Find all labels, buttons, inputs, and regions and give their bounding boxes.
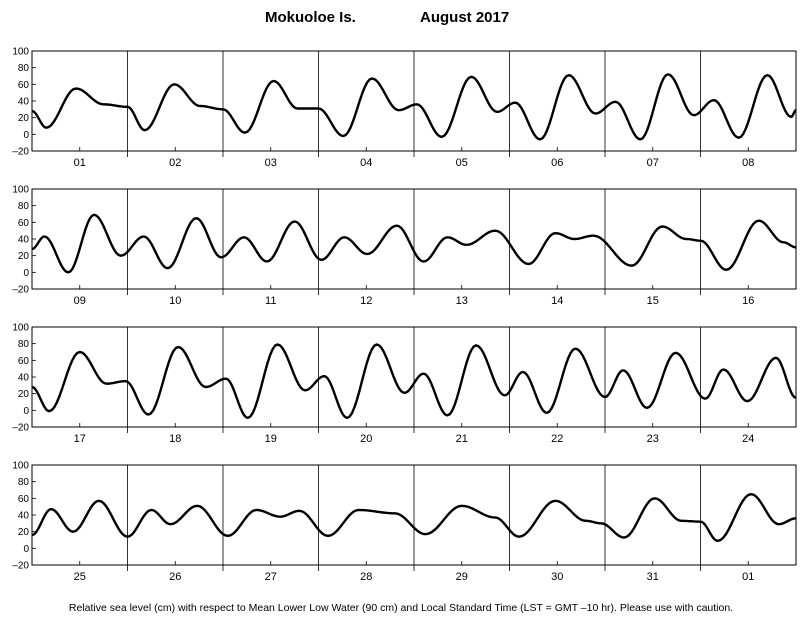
panel-4: 100 80 60 40 20 0 –20 25 26 27 28 29 30 31 01 (12, 461, 797, 583)
y-tick-label: 40 (18, 373, 30, 384)
day-label: 29 (456, 571, 468, 583)
sea-level-curve (31, 343, 797, 420)
station-title: Mokuoloe Is. (265, 9, 356, 26)
day-label: 17 (74, 433, 86, 445)
panel-2: 100 80 60 40 20 0 –20 09 10 11 12 13 14 15 16 (12, 185, 797, 307)
y-tick-label: 100 (12, 323, 29, 334)
y-tick-label: –20 (12, 285, 29, 296)
y-tick-label: 60 (18, 80, 30, 91)
y-tick-label: 0 (23, 130, 29, 141)
day-label: 09 (74, 295, 86, 307)
day-label: 01 (742, 571, 754, 583)
day-label: 05 (456, 157, 468, 169)
panel-3: 100 80 60 40 20 0 –20 17 18 19 20 21 22 23 24 (12, 323, 797, 445)
y-tick-label: 20 (18, 389, 30, 400)
y-tick-label: –20 (12, 147, 29, 158)
sea-level-curve (31, 213, 797, 274)
day-label: 26 (169, 571, 181, 583)
day-label: 12 (360, 295, 372, 307)
day-label: 06 (551, 157, 563, 169)
panel-1: 100 80 60 40 20 0 –20 01 02 03 04 05 06 07 08 (12, 47, 797, 169)
day-label: 24 (742, 433, 754, 445)
day-label: 10 (169, 295, 181, 307)
y-tick-label: –20 (12, 423, 29, 434)
panel-frame (31, 188, 797, 290)
day-label: 02 (169, 157, 181, 169)
day-label: 25 (74, 571, 86, 583)
y-tick-label: 60 (18, 356, 30, 367)
panel-frame (31, 326, 797, 428)
y-tick-label: 80 (18, 339, 30, 350)
day-label: 13 (456, 295, 468, 307)
day-label: 01 (74, 157, 86, 169)
y-tick-label: 20 (18, 527, 30, 538)
day-label: 20 (360, 433, 372, 445)
day-label: 08 (742, 157, 754, 169)
y-tick-label: 0 (23, 406, 29, 417)
day-label: 27 (265, 571, 277, 583)
y-tick-label: 80 (18, 201, 30, 212)
day-label: 14 (551, 295, 563, 307)
day-label: 19 (265, 433, 277, 445)
y-tick-label: 0 (23, 544, 29, 555)
day-label: 04 (360, 157, 372, 169)
day-label: 30 (551, 571, 563, 583)
y-tick-label: 100 (12, 47, 29, 58)
footer-note: Relative sea level (cm) with respect to … (69, 602, 733, 614)
panel-frame (31, 464, 797, 566)
day-label: 23 (647, 433, 659, 445)
day-label: 18 (169, 433, 181, 445)
y-tick-label: 100 (12, 185, 29, 196)
y-tick-label: 60 (18, 494, 30, 505)
day-label: 16 (742, 295, 754, 307)
day-label: 11 (265, 295, 276, 307)
y-tick-label: 20 (18, 113, 30, 124)
day-label: 22 (551, 433, 563, 445)
day-label: 28 (360, 571, 372, 583)
y-tick-label: 80 (18, 63, 30, 74)
day-label: 15 (647, 295, 659, 307)
y-tick-label: –20 (12, 561, 29, 572)
panel-frame (31, 50, 797, 152)
y-tick-label: 0 (23, 268, 29, 279)
y-tick-label: 60 (18, 218, 30, 229)
y-tick-label: 20 (18, 251, 30, 262)
day-label: 03 (265, 157, 277, 169)
y-tick-label: 100 (12, 461, 29, 472)
day-label: 21 (456, 433, 468, 445)
day-label: 31 (647, 571, 659, 583)
sea-level-curve (31, 73, 797, 141)
y-tick-label: 40 (18, 97, 30, 108)
period-title: August 2017 (420, 9, 509, 26)
y-tick-label: 40 (18, 235, 30, 246)
day-label: 07 (647, 157, 659, 169)
sea-level-curve (31, 492, 797, 543)
y-tick-label: 40 (18, 511, 30, 522)
y-tick-label: 80 (18, 477, 30, 488)
